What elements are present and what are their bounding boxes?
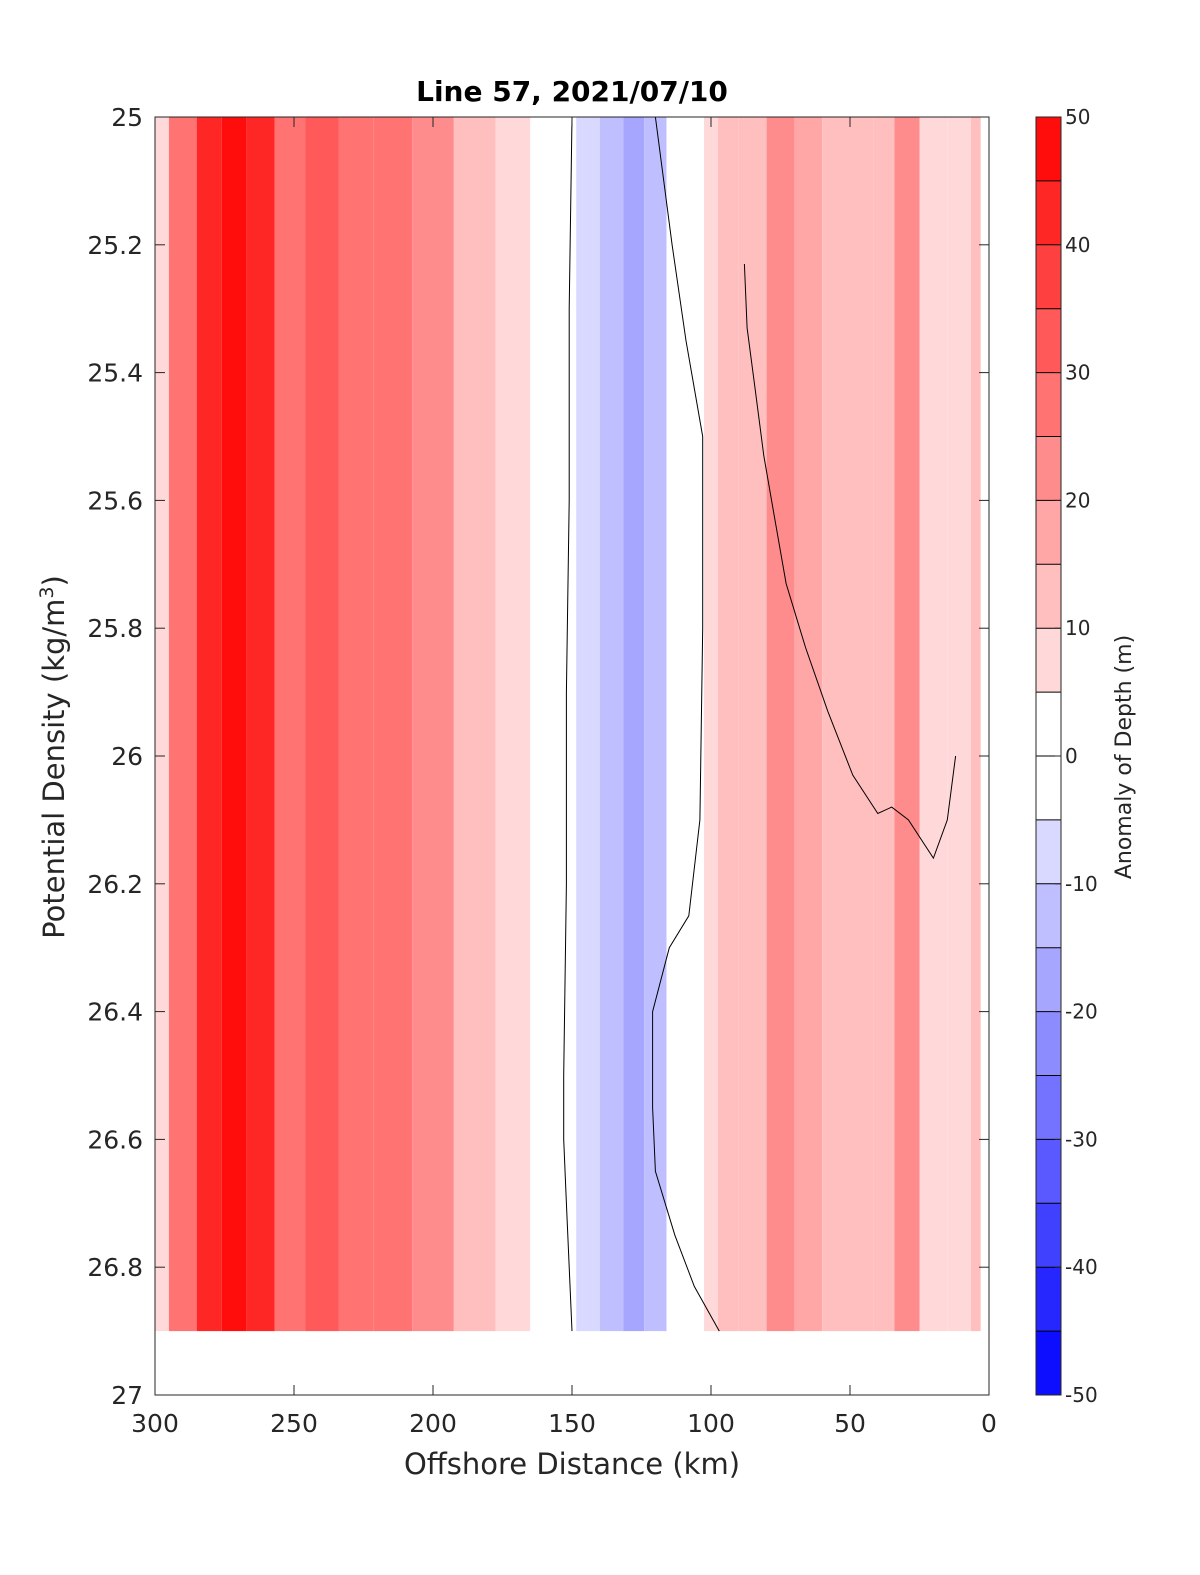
field-band xyxy=(221,117,247,1332)
y-axis-label-close: ) xyxy=(37,575,71,586)
field-band xyxy=(373,117,413,1332)
field-band xyxy=(666,117,688,1332)
colorbar-segment xyxy=(1036,1267,1061,1332)
colorbar-segment xyxy=(1036,947,1061,1012)
y-tick-label: 26.2 xyxy=(87,870,143,899)
colorbar-segment xyxy=(1036,1075,1061,1140)
x-tick-label: 200 xyxy=(409,1409,457,1438)
zero-contour-line xyxy=(563,117,573,1332)
colorbar-tick-label: -30 xyxy=(1065,1127,1098,1151)
y-tick-label: 25.2 xyxy=(87,231,143,260)
field-band xyxy=(305,117,339,1332)
colorbar-segment xyxy=(1036,819,1061,884)
y-axis-label-sup: 3 xyxy=(36,586,58,598)
colorbar-segment xyxy=(1036,500,1061,565)
field-band xyxy=(894,117,920,1332)
field-band xyxy=(717,117,739,1332)
field-band xyxy=(704,117,718,1332)
colorbar-label: Anomaly of Depth (m) xyxy=(1112,635,1137,879)
colorbar-segment xyxy=(1036,756,1061,820)
y-tick-label: 26.6 xyxy=(87,1125,143,1154)
zero-contours xyxy=(563,117,957,1332)
field-band xyxy=(155,117,169,1332)
colorbar-segment xyxy=(1036,117,1061,181)
colorbar-segment xyxy=(1036,436,1061,501)
y-tick-label: 27 xyxy=(111,1381,143,1410)
colorbar-segment xyxy=(1036,1331,1061,1395)
zero-contour-line xyxy=(652,117,720,1332)
field-band xyxy=(970,117,981,1332)
y-tick-label: 25.8 xyxy=(87,614,143,643)
field-band xyxy=(246,117,275,1332)
field-band xyxy=(766,117,795,1332)
y-tick-label: 26.4 xyxy=(87,998,143,1027)
colorbar-tick-label: 0 xyxy=(1065,744,1078,768)
y-axis-label: Potential Density (kg/m3) xyxy=(36,575,71,939)
colorbar-segment xyxy=(1036,1203,1061,1268)
y-tick-label: 26 xyxy=(111,742,143,771)
colorbar-tick-label: -50 xyxy=(1065,1383,1098,1407)
colorbar: 50 40 30 20 10 0 -10 -20 -30 -40 -50 xyxy=(1035,105,1098,1407)
field-band xyxy=(412,117,454,1332)
y-tick-label: 26.8 xyxy=(87,1253,143,1282)
colorbar-segment xyxy=(1036,1011,1061,1076)
field-band xyxy=(196,117,222,1332)
field-band xyxy=(644,117,667,1332)
colorbar-tick-label: -40 xyxy=(1065,1255,1098,1279)
colorbar-segment xyxy=(1036,564,1061,629)
y-tick-label: 25.6 xyxy=(87,486,143,515)
field-band xyxy=(873,117,895,1332)
colorbar-tick-label: 40 xyxy=(1065,233,1090,257)
colorbar-segment xyxy=(1036,180,1061,245)
y-tick-label: 25.4 xyxy=(87,359,143,388)
colorbar-segment xyxy=(1036,692,1061,756)
colorbar-tick-label: -10 xyxy=(1065,872,1098,896)
x-axis: 300 250 200 150 100 50 0 xyxy=(131,117,997,1438)
x-tick-label: 50 xyxy=(834,1409,866,1438)
field-band xyxy=(576,117,600,1332)
x-tick-label: 100 xyxy=(687,1409,735,1438)
colorbar-tick-label: 10 xyxy=(1065,616,1090,640)
x-axis-label: Offshore Distance (km) xyxy=(404,1447,740,1481)
y-axis-label-main: Potential Density (kg/m xyxy=(37,599,71,939)
x-tick-label: 250 xyxy=(270,1409,318,1438)
colorbar-tick-label: 30 xyxy=(1065,361,1090,385)
y-axis: 25 25.2 25.4 25.6 25.8 26 26.2 26.4 26.6 26.8 27 xyxy=(87,103,989,1410)
x-tick-label: 300 xyxy=(131,1409,179,1438)
colorbar-tick-label: -20 xyxy=(1065,1000,1098,1024)
field-band xyxy=(338,117,374,1332)
field-band xyxy=(850,117,874,1332)
field-band xyxy=(947,117,971,1332)
field-band xyxy=(919,117,948,1332)
colorbar-segment xyxy=(1036,1139,1061,1204)
field-band xyxy=(530,117,556,1332)
chart-title: Line 57, 2021/07/10 xyxy=(416,75,728,108)
field-band xyxy=(794,117,823,1332)
zero-contour-line xyxy=(743,263,957,860)
field-band xyxy=(495,117,531,1332)
field-band xyxy=(623,117,645,1332)
colorbar-segment xyxy=(1036,308,1061,373)
colorbar-segment xyxy=(1036,883,1061,948)
colorbar-tick-label: 50 xyxy=(1065,105,1090,129)
field-band xyxy=(274,117,306,1332)
y-tick-label: 25 xyxy=(111,103,143,132)
colorbar-tick-label: 20 xyxy=(1065,488,1090,512)
colorbar-segment xyxy=(1036,628,1061,693)
x-tick-label: 0 xyxy=(981,1409,997,1438)
anomaly-field xyxy=(155,117,981,1332)
field-band xyxy=(738,117,767,1332)
field-band xyxy=(453,117,496,1332)
x-tick-label: 150 xyxy=(548,1409,596,1438)
field-band xyxy=(168,117,197,1332)
field-band xyxy=(555,117,577,1332)
field-band xyxy=(599,117,624,1332)
field-band xyxy=(822,117,850,1332)
colorbar-segment xyxy=(1036,372,1061,437)
colorbar-segment xyxy=(1036,244,1061,309)
